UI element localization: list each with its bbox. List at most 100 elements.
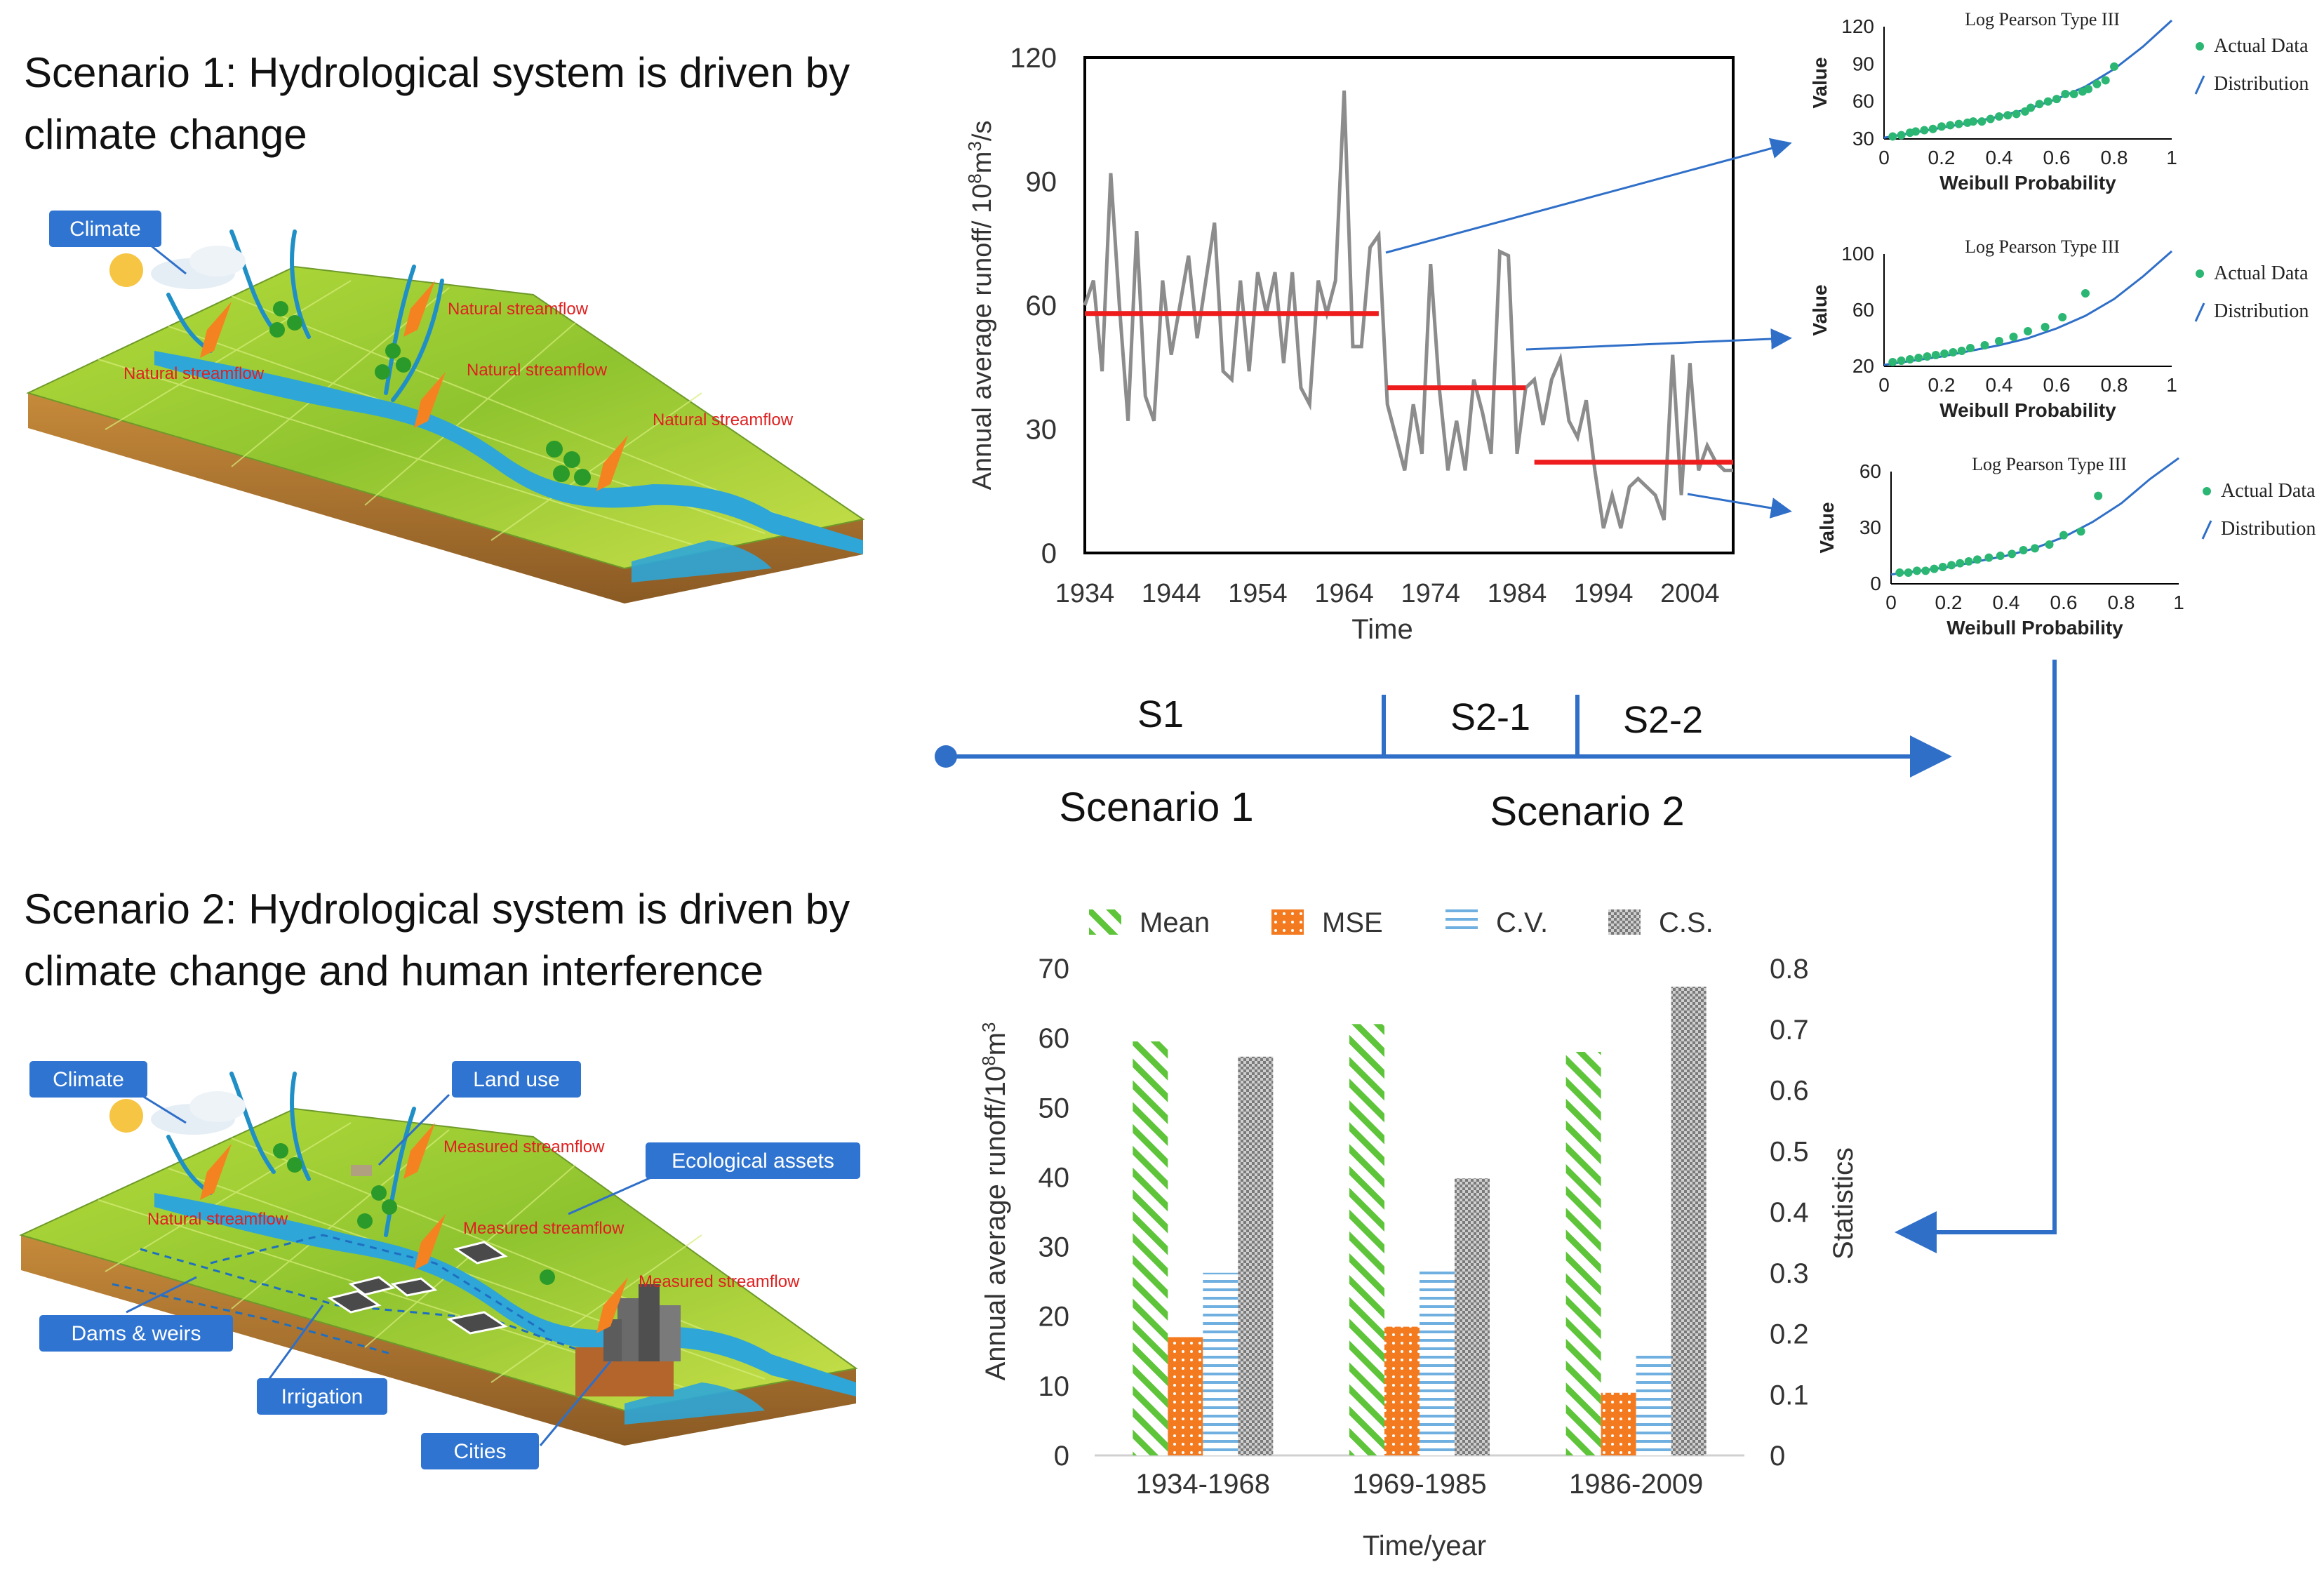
lp3-data-point	[1966, 344, 1975, 352]
mse-bar	[1384, 1326, 1420, 1455]
lp3-data-point	[2110, 62, 2118, 71]
bar-left-tick: 30	[1039, 1232, 1070, 1263]
lp3-data-point	[1995, 337, 2003, 345]
bar-left-tick: 20	[1039, 1302, 1070, 1333]
runoff-x-tick: 1974	[1401, 579, 1461, 608]
timeline-s2-2: S2-2	[1623, 699, 1703, 741]
cs-bar	[1455, 1178, 1490, 1455]
lp3-data-point	[1905, 355, 1914, 364]
lp3-x-label: Weibull Probability	[1946, 617, 2123, 639]
lp3-data-point	[2026, 103, 2036, 112]
lp3-data-point	[2092, 79, 2102, 88]
bar-right-tick: 0.7	[1770, 1015, 1809, 1046]
scenario1-title: Scenario 1: Hydrological system is drive…	[24, 42, 850, 166]
lp3-data-point	[1954, 119, 1963, 128]
arrow-to-lp3-s2-2	[1687, 493, 1792, 519]
lp3-data-point	[2035, 100, 2044, 109]
scenario2-measured-streamflow-label-3: Measured streamflow	[639, 1272, 800, 1291]
runoff-x-tick: 2004	[1660, 579, 1720, 608]
runoff-x-tick: 1964	[1314, 579, 1374, 608]
lp3-data-point	[2101, 76, 2110, 85]
lp3-data-point	[2024, 327, 2032, 335]
runoff-y-axis-label: Annual average runoff/ 108m3/s	[964, 121, 997, 491]
dams-weirs-badge	[39, 1315, 233, 1352]
runoff-x-tick: 1934	[1055, 579, 1115, 608]
lp3-fit-curve	[1890, 457, 2179, 576]
lp3-x-tick: 0.6	[2043, 147, 2071, 168]
lp3-data-point	[2084, 84, 2093, 93]
runoff-y-tick: 30	[1026, 415, 1057, 446]
lp3-legend-distribution: Distribution	[2221, 518, 2316, 540]
bar-x-axis-label: Time/year	[1363, 1530, 1486, 1561]
scenario2-badges: Climate Land use Ecological assets Dams …	[29, 1061, 860, 1469]
scenario2-climate-badge	[29, 1061, 147, 1098]
runoff-y-tick: 60	[1026, 291, 1057, 321]
lp3-data-point	[2061, 90, 2070, 98]
lp3-legend-point-swatch	[2196, 42, 2204, 51]
scenario1-streamflow-label-3: Natural streamflow	[467, 361, 608, 380]
arrow-to-statistics-chart	[1895, 660, 2057, 1253]
lp3-data-point	[2008, 549, 2017, 559]
scenario2-landscape: Climate Land use Ecological assets Dams …	[19, 1061, 860, 1469]
mse-bar	[1168, 1337, 1203, 1455]
cv-bar	[1636, 1354, 1671, 1455]
timeline-s2-1: S2-1	[1450, 696, 1530, 738]
scenario2-title-line1: Scenario 2: Hydrological system is drive…	[24, 886, 850, 933]
lp3-data-point	[2003, 111, 2012, 120]
land-use-badge	[452, 1061, 581, 1098]
lp3-x-tick: 0.2	[1935, 592, 1963, 613]
lp3-legend-actual: Actual Data	[2221, 480, 2316, 502]
lp3-y-tick: 20	[1852, 355, 1874, 377]
runoff-x-tick: 1944	[1142, 579, 1201, 608]
lp3-data-point	[2041, 323, 2050, 331]
lp3-data-point	[1980, 341, 1989, 349]
lp3-fit-curve	[1883, 20, 2173, 139]
lp3-data-point	[1930, 564, 1939, 573]
scenario1-title-line2: climate change	[24, 111, 307, 158]
lp3-y-label: Value	[1816, 502, 1838, 553]
bar-category-label: 1934-1968	[1136, 1469, 1270, 1500]
scenario2-title-line2: climate change and human interference	[24, 947, 763, 994]
lp3-x-tick: 0.8	[2101, 374, 2128, 396]
lp3-x-tick: 0.8	[2108, 592, 2135, 613]
runoff-y-tick: 120	[1010, 43, 1057, 74]
mean-bar	[1133, 1041, 1168, 1455]
cs-bar	[1238, 1056, 1274, 1455]
arrow-to-lp3-s2-1	[1525, 328, 1792, 351]
runoff-x-tick: 1954	[1228, 579, 1288, 608]
ecological-assets-badge	[646, 1142, 860, 1179]
lp3-panel-s2-1: 20 60 100 0 0.2 0.4 0.6 0.8 1 Weibull Probability…	[1809, 236, 2309, 421]
runoff-y-tick: 90	[1026, 167, 1057, 198]
lp3-data-point	[1938, 563, 1947, 571]
scenario2-natural-streamflow-label: Natural streamflow	[147, 1210, 288, 1229]
runoff-line-chart: 0 30 60 90 120 1934 1944 1954 1964 1974 1984 1994 2…	[964, 43, 1735, 645]
lp3-data-point	[1956, 559, 1965, 568]
lp3-data-point	[1995, 112, 2003, 121]
lp3-fit-curve	[1883, 250, 2172, 366]
lp3-y-label: Value	[1809, 284, 1831, 335]
cv-bar	[1420, 1267, 1455, 1455]
lp3-data-point	[2043, 97, 2052, 106]
lp3-data-point	[1977, 117, 1986, 126]
lp3-data-point	[1937, 122, 1946, 131]
city-block-icon	[575, 1284, 681, 1396]
lp3-data-point	[1897, 356, 1906, 365]
lp3-data-point	[1921, 566, 1930, 575]
cv-bar-legend-swatch	[1445, 909, 1478, 935]
mse-bar-legend-label: MSE	[1322, 907, 1383, 938]
lp3-data-point	[2012, 109, 2021, 119]
scenario2-measured-streamflow-label-2: Measured streamflow	[463, 1219, 625, 1238]
lp3-data-point	[2058, 313, 2067, 321]
lp3-data-point	[1949, 348, 1958, 356]
cv-bar-legend-label: C.V.	[1496, 907, 1548, 938]
lp3-title: Log Pearson Type III	[1965, 236, 2120, 257]
lp3-data-point	[2019, 546, 2028, 554]
lp3-data-point	[1914, 354, 1923, 362]
lp3-data-point	[1928, 124, 1937, 133]
lp3-y-tick: 60	[1852, 299, 1874, 321]
lp3-data-point	[2059, 531, 2068, 540]
ecological-assets-label: Ecological assets	[672, 1149, 834, 1173]
lp3-data-point	[2076, 527, 2085, 536]
bar-right-tick: 0.5	[1770, 1136, 1809, 1167]
runoff-x-tick: 1984	[1488, 579, 1547, 608]
